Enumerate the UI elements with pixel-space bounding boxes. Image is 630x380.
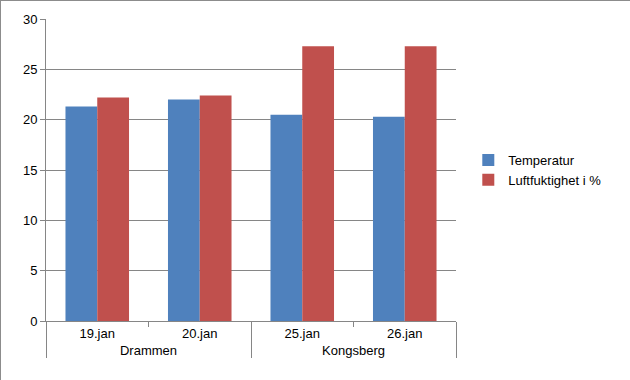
svg-text:Kongsberg: Kongsberg — [322, 343, 385, 358]
svg-text:10: 10 — [23, 213, 37, 228]
svg-text:Drammen: Drammen — [120, 343, 177, 358]
svg-text:Temperatur: Temperatur — [508, 153, 574, 168]
svg-text:30: 30 — [23, 12, 37, 27]
svg-text:20: 20 — [23, 112, 37, 127]
svg-text:20.jan: 20.jan — [182, 326, 217, 341]
svg-text:15: 15 — [23, 163, 37, 178]
svg-text:25: 25 — [23, 62, 37, 77]
svg-text:5: 5 — [30, 263, 37, 278]
svg-text:Luftfuktighet i %: Luftfuktighet i % — [508, 173, 601, 188]
svg-text:26.jan: 26.jan — [387, 326, 422, 341]
svg-text:0: 0 — [30, 314, 37, 329]
svg-text:25.jan: 25.jan — [285, 326, 320, 341]
svg-text:19.jan: 19.jan — [80, 326, 115, 341]
